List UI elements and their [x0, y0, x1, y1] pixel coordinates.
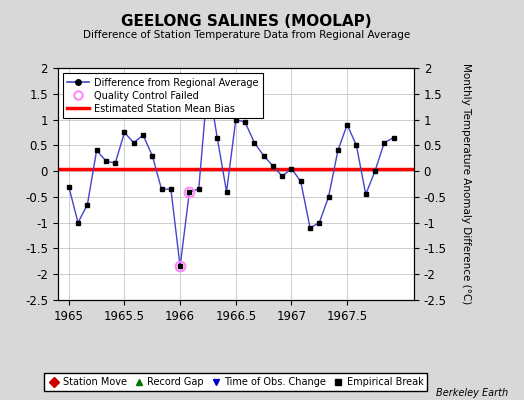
Legend: Difference from Regional Average, Quality Control Failed, Estimated Station Mean: Difference from Regional Average, Qualit…: [62, 73, 263, 118]
Text: GEELONG SALINES (MOOLAP): GEELONG SALINES (MOOLAP): [121, 14, 372, 29]
Text: Difference of Station Temperature Data from Regional Average: Difference of Station Temperature Data f…: [83, 30, 410, 40]
Y-axis label: Monthly Temperature Anomaly Difference (°C): Monthly Temperature Anomaly Difference (…: [461, 63, 471, 305]
Legend: Station Move, Record Gap, Time of Obs. Change, Empirical Break: Station Move, Record Gap, Time of Obs. C…: [45, 373, 427, 391]
Text: Berkeley Earth: Berkeley Earth: [436, 388, 508, 398]
